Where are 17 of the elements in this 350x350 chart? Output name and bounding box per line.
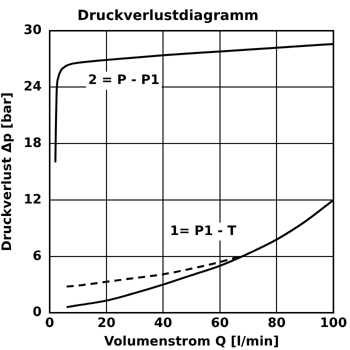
y-tick-label: 18: [24, 136, 42, 151]
x-tick-label: 0: [45, 316, 54, 331]
y-tick-label: 6: [32, 248, 42, 264]
x-tick-label: 60: [210, 316, 229, 331]
x-tick-label: 80: [268, 316, 286, 331]
x-axis-title: Volumenstrom Q [l/min]: [104, 334, 280, 350]
y-tick-label: 24: [24, 80, 42, 95]
series-label: 1= P1 - T: [170, 224, 236, 239]
chart-title: Druckverlustdiagramm: [77, 8, 259, 24]
y-tick-label: 12: [24, 192, 42, 208]
x-tick-label: 20: [97, 316, 116, 331]
x-tick-label: 40: [154, 316, 172, 331]
x-tick-label: 100: [320, 316, 347, 331]
y-tick-label: 30: [24, 23, 42, 38]
y-axis-title: Druckverlust Δp [bar]: [0, 92, 16, 252]
series-label: 2 = P - P1: [88, 73, 160, 88]
y-tick-label: 0: [32, 305, 42, 320]
